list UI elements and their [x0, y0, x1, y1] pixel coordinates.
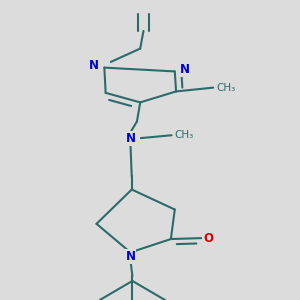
Text: CH₃: CH₃ — [175, 130, 194, 140]
Text: N: N — [180, 63, 190, 76]
Text: N: N — [89, 59, 99, 72]
Text: CH₃: CH₃ — [217, 82, 236, 93]
Text: O: O — [203, 232, 213, 244]
Text: N: N — [125, 132, 135, 145]
Text: N: N — [125, 250, 135, 263]
